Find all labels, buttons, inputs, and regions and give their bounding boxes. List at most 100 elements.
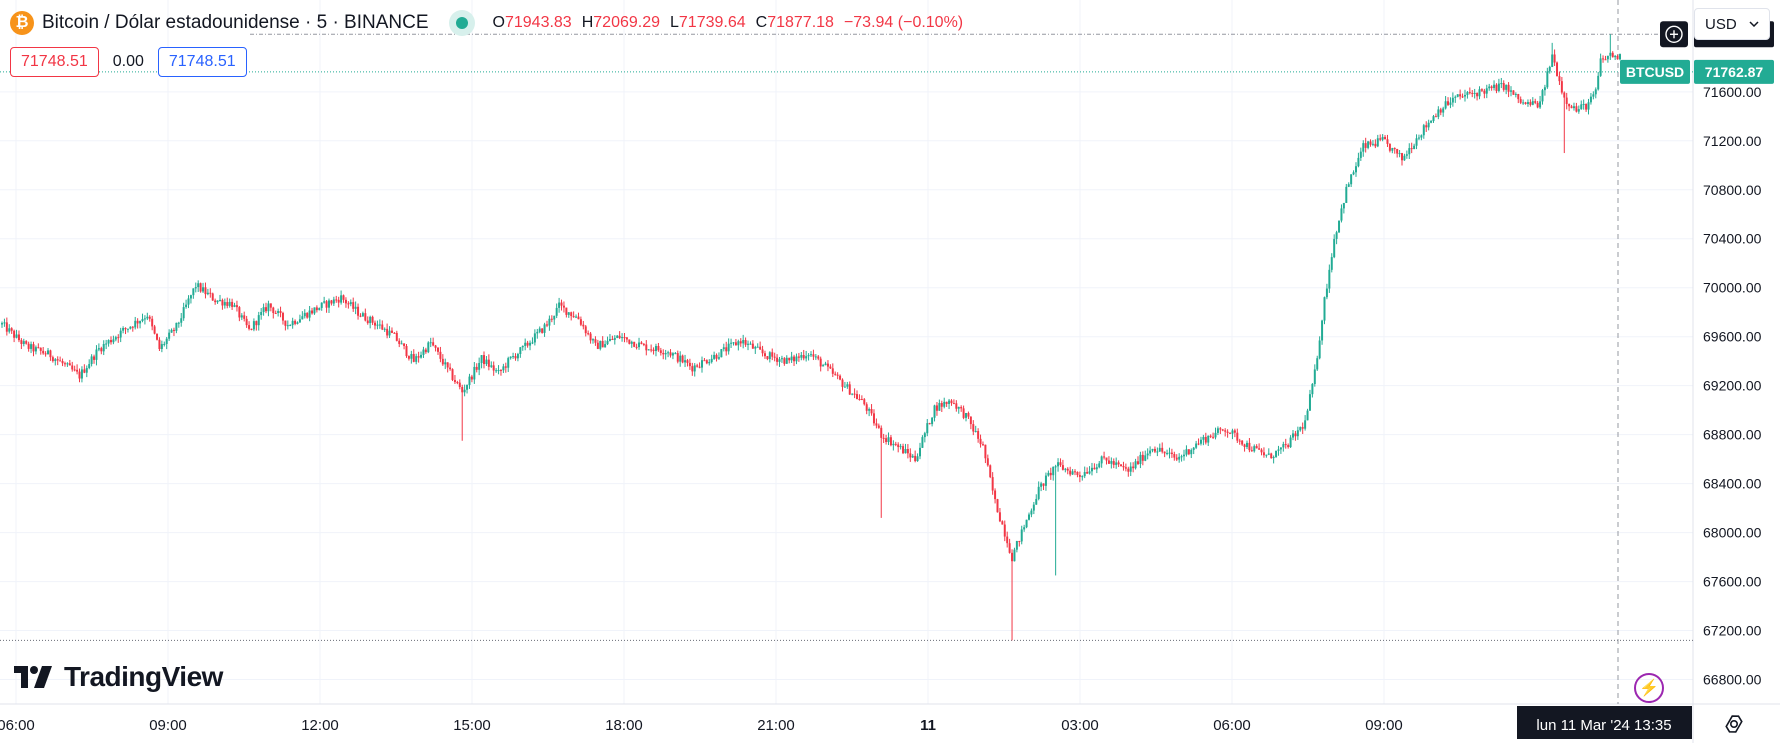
candle-body [1369,141,1372,145]
candle-body [647,349,650,351]
candle-body [490,365,493,367]
candle-body [1284,444,1287,446]
candle-body [352,302,355,309]
candle-body [1025,519,1028,528]
candle-body [555,307,558,316]
candle-body [773,356,776,358]
candle-body [865,404,868,411]
candle-body [1134,461,1137,469]
candle-body [499,370,502,372]
candle-body [858,398,861,400]
candle-body [1282,444,1285,448]
candle-body [1233,430,1236,433]
candle-body [899,446,902,448]
candle-body [240,315,243,318]
candle-body [1432,116,1435,122]
candle-body [1386,139,1389,144]
candle-body [93,356,96,360]
candle-body [565,307,568,315]
candle-body [1141,454,1144,461]
tradingview-logo[interactable]: TradingView [14,661,223,693]
candle-body [1156,451,1159,453]
candle-body [1289,437,1292,448]
price-tick-label: 69600.00 [1703,329,1762,345]
candle-body [1299,427,1302,431]
candle-body [669,352,672,356]
time-tick-label: 06:00 [1213,717,1251,734]
candle-body [812,354,815,357]
candle-body [422,349,425,355]
candle-body [272,307,275,314]
candle-body [628,339,631,344]
time-axis[interactable]: 06:00 09:00 12:00 15:00 18:00 21:00 11 03:00 06:… [0,717,1403,734]
candle-body [1408,148,1411,155]
candle-body [1454,96,1457,98]
candle-body [684,360,687,363]
candle-body [85,367,88,373]
candle-body [654,345,657,352]
candle-body [1325,288,1328,298]
candle-body [194,287,197,289]
candle-body [354,306,357,309]
candle-body [1587,102,1590,110]
candle-body [153,326,156,334]
sell-button[interactable]: 71748.51 [10,47,99,77]
candle-body [1161,447,1164,452]
price-axis[interactable]: 71600.00 71200.00 70800.00 70400.00 70000.00… [1703,84,1762,688]
candle-body [182,307,185,319]
candle-body [202,287,205,292]
candle-body [1214,432,1217,438]
change-value: −73.94 (−0.10%) [843,14,964,31]
candle-body [776,357,779,362]
candle-body [1168,452,1171,454]
candle-body [1536,102,1539,108]
candle-body [1364,143,1367,148]
plus-icon [1665,25,1683,43]
candle-body [892,443,895,446]
candle-body [1338,220,1341,233]
candle-body [1500,83,1503,85]
price-tick-label: 67200.00 [1703,623,1762,639]
candle-body [1015,541,1018,550]
candle-body [972,424,975,432]
chevron-down-icon [1749,21,1759,27]
symbol-title[interactable]: Bitcoin / Dólar estadounidense · 5 · BIN… [42,12,429,33]
market-status-icon[interactable] [448,10,475,36]
candle-body [441,358,444,365]
candle-body [1110,461,1113,464]
logo-text: TradingView [64,661,223,692]
candle-body [330,300,333,304]
candle-body [524,342,527,346]
candle-body [1231,430,1234,434]
candle-body [780,358,783,360]
candle-body [1328,269,1331,289]
candle-body [20,340,23,344]
candle-body [616,335,619,338]
price-tick-label: 67600.00 [1703,574,1762,590]
candle-body [1066,468,1069,471]
candle-body [1236,432,1239,441]
candle-body [393,332,396,334]
candle-body [1185,449,1188,455]
last-price-label [1694,59,1774,84]
gear-icon[interactable] [1722,712,1746,736]
low-value: 71739.64 [678,14,746,31]
candle-body [1560,81,1563,93]
candle-body [223,302,226,306]
buy-button[interactable]: 71748.51 [157,47,247,77]
candle-body [1548,66,1551,72]
candle-body [633,341,636,347]
candle-body [790,356,793,361]
lightning-icon[interactable]: ⚡ [1634,673,1664,703]
candle-body [1255,446,1258,449]
currency-select[interactable]: USD [1694,8,1770,40]
candle-body [814,356,817,358]
candle-body [59,360,62,362]
candle-body [1471,92,1474,94]
candle-body [749,343,752,345]
candle-body [228,301,231,306]
candle-body [1614,55,1617,58]
candle-body [717,357,720,359]
